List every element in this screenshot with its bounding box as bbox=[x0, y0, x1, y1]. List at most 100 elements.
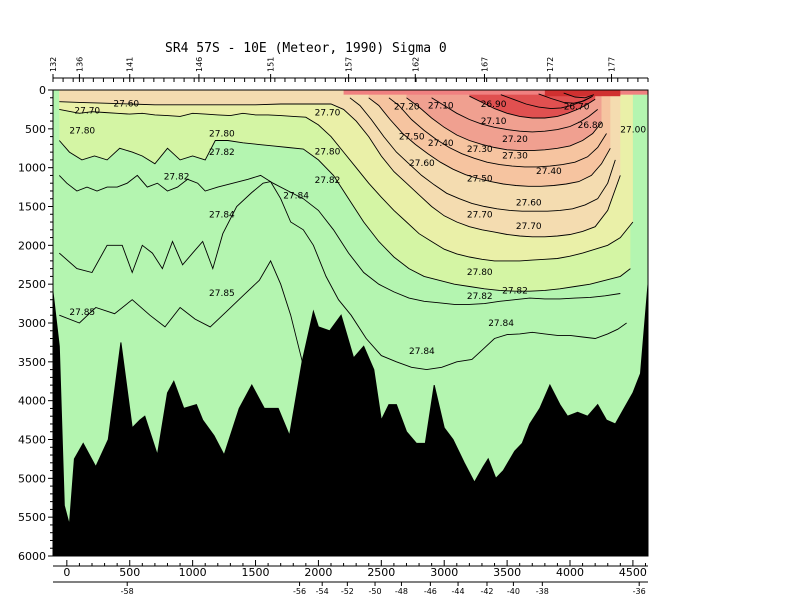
contour-label: 27.80 bbox=[315, 148, 341, 158]
contour-label: 27.82 bbox=[315, 176, 341, 186]
contour-line-27.82 bbox=[58, 174, 621, 305]
station-tick-label: 162 bbox=[411, 57, 420, 72]
contour-label: 27.50 bbox=[399, 133, 425, 143]
contour-line-27.84 bbox=[59, 181, 627, 371]
y-tick-label: 2500 bbox=[18, 278, 46, 291]
y-tick-label: 5500 bbox=[18, 511, 46, 524]
lon-tick-label: -42 bbox=[480, 587, 493, 596]
x-tick-label: 1500 bbox=[242, 566, 270, 579]
contour-line-26.80 bbox=[538, 93, 593, 104]
y-tick-label: 3500 bbox=[18, 356, 46, 369]
contour-label: 27.50 bbox=[467, 175, 493, 185]
station-tick-label: 167 bbox=[481, 57, 490, 72]
lon-tick-label: -44 bbox=[452, 587, 465, 596]
station-tick-label: 141 bbox=[126, 57, 135, 72]
chart-title: SR4 57S - 10E (Meteor, 1990) Sigma 0 bbox=[165, 41, 447, 56]
lon-tick-label: -50 bbox=[368, 587, 381, 596]
contour-label: 26.70 bbox=[564, 102, 590, 112]
contour-label: 26.90 bbox=[481, 100, 507, 110]
bottom-topography bbox=[53, 284, 648, 556]
x-tick-label: 1000 bbox=[179, 566, 207, 579]
contour-label: 27.00 bbox=[620, 126, 646, 136]
contour-label: 27.82 bbox=[502, 287, 528, 297]
contour-line-27.70 bbox=[59, 108, 634, 262]
contour-label: 27.82 bbox=[467, 292, 493, 302]
contour-labels-layer: 27.70 27.60 27.80 27.80 27.82 27.82 27.84 27.84… bbox=[69, 99, 646, 357]
contour-line-27.50 bbox=[349, 97, 616, 212]
contour-label: 27.84 bbox=[283, 192, 309, 202]
y-tick-label: 4500 bbox=[18, 434, 46, 447]
contour-label: 27.10 bbox=[428, 102, 454, 112]
contour-label: 27.82 bbox=[209, 148, 235, 158]
axes: 0500100015002000250030003500400045005000… bbox=[18, 57, 649, 596]
contour-label: 27.84 bbox=[409, 347, 435, 357]
x-tick-label: 0 bbox=[63, 566, 70, 579]
contour-line-27.20 bbox=[406, 97, 602, 152]
contour-label: 26.80 bbox=[578, 121, 604, 131]
contour-label: 27.84 bbox=[209, 210, 235, 220]
contour-line-27.40 bbox=[368, 97, 611, 187]
y-tick-label: 6000 bbox=[18, 550, 46, 563]
contour-line-27.80 bbox=[58, 140, 631, 292]
y-tick-label: 4000 bbox=[18, 395, 46, 408]
station-tick-label: 157 bbox=[345, 57, 354, 72]
lon-tick-label: -36 bbox=[633, 587, 646, 596]
y-tick-label: 1500 bbox=[18, 201, 46, 214]
contour-label: 27.30 bbox=[467, 145, 493, 155]
lon-tick-label: -46 bbox=[424, 587, 437, 596]
lon-tick-label: -40 bbox=[507, 587, 520, 596]
contour-label: 27.40 bbox=[428, 139, 454, 149]
contour-label: 27.80 bbox=[467, 268, 493, 278]
y-tick-label: 3000 bbox=[18, 317, 46, 330]
contour-label: 27.82 bbox=[164, 172, 190, 182]
station-tick-label: 146 bbox=[195, 57, 204, 72]
lon-tick-label: -56 bbox=[293, 587, 306, 596]
contour-label: 27.10 bbox=[481, 117, 507, 127]
x-tick-label: 4500 bbox=[619, 566, 647, 579]
contour-label: 27.85 bbox=[69, 308, 95, 318]
contour-line-27.30 bbox=[388, 97, 607, 168]
surface-core bbox=[544, 90, 621, 97]
contour-line-26.70 bbox=[563, 92, 595, 99]
contour-label: 27.30 bbox=[502, 151, 528, 161]
lon-tick-label: -52 bbox=[341, 587, 354, 596]
contour-line-27.85 bbox=[59, 259, 304, 366]
lon-tick-label: -48 bbox=[395, 587, 408, 596]
y-tick-label: 5000 bbox=[18, 472, 46, 485]
contour-label: 27.80 bbox=[209, 130, 235, 140]
x-tick-label: 500 bbox=[119, 566, 140, 579]
y-tick-label: 2000 bbox=[18, 239, 46, 252]
station-tick-label: 132 bbox=[49, 57, 58, 72]
y-tick-label: 0 bbox=[39, 84, 46, 97]
contour-label: 27.20 bbox=[502, 135, 528, 145]
station-tick-label: 177 bbox=[608, 57, 617, 72]
lon-tick-label: -54 bbox=[316, 587, 329, 596]
surface-band bbox=[343, 90, 648, 95]
station-tick-label: 172 bbox=[546, 57, 555, 72]
contour-label: 27.60 bbox=[516, 199, 542, 209]
contour-line-27.00 bbox=[469, 95, 596, 119]
contour-label: 27.80 bbox=[69, 127, 95, 137]
contour-label: 27.84 bbox=[488, 319, 514, 329]
contour-label: 27.40 bbox=[536, 167, 562, 177]
contour-label: 27.60 bbox=[409, 159, 435, 169]
contour-line-27.10 bbox=[431, 97, 598, 133]
contour-label: 27.70 bbox=[315, 109, 341, 119]
y-tick-label: 500 bbox=[25, 123, 46, 136]
contour-label: 27.70 bbox=[74, 106, 100, 116]
station-tick-label: 151 bbox=[267, 57, 276, 72]
station-tick-label: 136 bbox=[75, 57, 84, 72]
contour-label: 27.85 bbox=[209, 289, 235, 299]
contour-line-26.90 bbox=[500, 94, 592, 110]
x-tick-label: 2000 bbox=[304, 566, 332, 579]
contour-label: 27.70 bbox=[467, 210, 493, 220]
x-tick-label: 3000 bbox=[430, 566, 458, 579]
x-tick-label: 2500 bbox=[367, 566, 395, 579]
plot-area bbox=[53, 90, 648, 556]
lon-tick-label: -38 bbox=[536, 587, 549, 596]
contour-label: 27.70 bbox=[516, 222, 542, 232]
lon-tick-label: -58 bbox=[121, 587, 134, 596]
x-tick-label: 4000 bbox=[556, 566, 584, 579]
contour-label: 27.60 bbox=[113, 99, 139, 109]
